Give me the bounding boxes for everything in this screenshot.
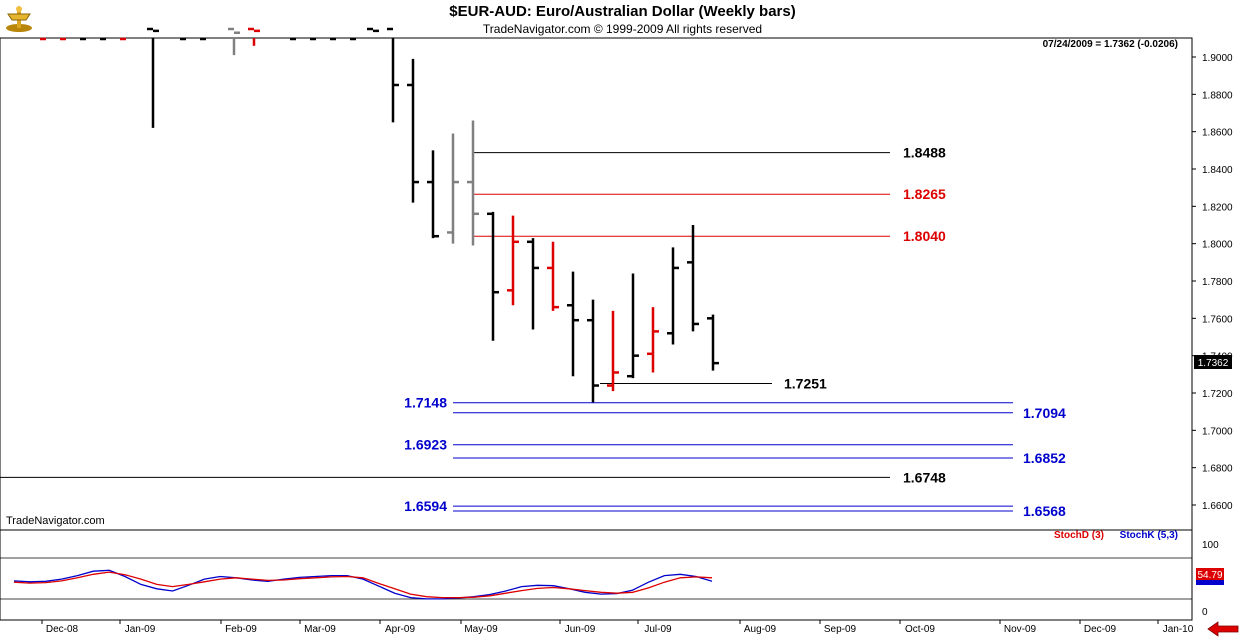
time-tick-label: Apr-09 xyxy=(385,624,415,635)
time-tick-label: Aug-09 xyxy=(744,624,777,635)
ohlc-bars xyxy=(40,27,719,403)
time-tick-label: Jul-09 xyxy=(644,624,672,635)
time-tick-label: Feb-09 xyxy=(225,624,257,635)
stoch-value-tag xyxy=(1196,568,1224,581)
stoch-k-value-tag xyxy=(1196,580,1224,585)
time-tick-label: May-09 xyxy=(464,624,498,635)
trade-navigator-logo-icon xyxy=(4,4,34,34)
time-tick-label: Jun-09 xyxy=(565,624,596,635)
price-tick-label: 1.8600 xyxy=(1202,128,1233,139)
level-label: 1.6748 xyxy=(903,469,946,485)
time-axis: Dec-08 Jan-09 Feb-09 Mar-09 Apr-09 May-09 Jun-… xyxy=(41,620,1194,635)
watermark: TradeNavigator.com xyxy=(6,515,105,527)
price-tick-label: 1.7600 xyxy=(1202,314,1233,325)
stoch-panel-frame xyxy=(0,529,1193,621)
level-label: 1.6852 xyxy=(1023,450,1066,466)
level-label: 1.6923 xyxy=(404,437,447,453)
price-tick-label: 1.8400 xyxy=(1202,165,1233,176)
chart-header: $EUR-AUD: Euro/Australian Dollar (Weekly… xyxy=(0,0,1245,38)
level-label: 1.8265 xyxy=(903,186,946,202)
level-label: 1.7094 xyxy=(1023,405,1066,421)
price-axis-ticks: 1.9000 1.8800 1.8600 1.8400 1.8200 1.8000 1.78… xyxy=(1192,53,1233,512)
chart-subtitle: TradeNavigator.com © 1999-2009 All right… xyxy=(482,22,763,36)
stoch-k-legend: StochK (5,3) xyxy=(1120,530,1178,541)
price-tick-label: 1.8800 xyxy=(1202,90,1233,101)
time-tick-label: Mar-09 xyxy=(304,624,336,635)
price-tick-label: 1.7800 xyxy=(1202,277,1233,288)
last-price-tag xyxy=(1194,355,1232,369)
level-label: 1.8040 xyxy=(903,228,946,244)
stochastic-panel xyxy=(13,569,713,600)
stoch-value-label: 54.79 xyxy=(1197,570,1222,581)
level-label: 1.7251 xyxy=(784,375,827,391)
price-readout: 07/24/2009 = 1.7362 (-0.0206) xyxy=(1043,39,1178,50)
time-tick-label: Oct-09 xyxy=(905,624,935,635)
price-tick-label: 1.6600 xyxy=(1202,501,1233,512)
price-tick-label: 1.9000 xyxy=(1202,53,1233,64)
stoch-tick-0: 0 xyxy=(1202,607,1208,618)
fibonacci-levels: 1.8488 1.8265 1.8040 1.7251 1.7148 1.7094 1.69… xyxy=(0,145,1066,519)
time-tick-label: Dec-08 xyxy=(46,624,79,635)
chart-title: $EUR-AUD: Euro/Australian Dollar (Weekly… xyxy=(449,3,796,20)
time-tick-label: Sep-09 xyxy=(824,624,857,635)
time-tick-label: Nov-09 xyxy=(1004,624,1037,635)
price-tick-label: 1.7000 xyxy=(1202,426,1233,437)
price-panel-frame xyxy=(0,37,1193,531)
stoch-d-line xyxy=(13,571,713,599)
price-tick-label: 1.6800 xyxy=(1202,464,1233,475)
level-label: 1.6568 xyxy=(1023,503,1066,519)
stoch-k-line xyxy=(13,569,713,600)
price-tick-label: 1.8000 xyxy=(1202,240,1233,251)
scroll-left-arrow-icon[interactable] xyxy=(1203,620,1243,638)
price-tick-label: 1.8200 xyxy=(1202,202,1233,213)
time-tick-label: Dec-09 xyxy=(1084,624,1117,635)
price-tick-label: 1.7200 xyxy=(1202,389,1233,400)
level-label: 1.7148 xyxy=(404,395,447,411)
time-tick-label: Jan-09 xyxy=(125,624,156,635)
level-label: 1.8488 xyxy=(903,145,946,161)
stoch-d-legend: StochD (3) xyxy=(1054,530,1104,541)
last-price-label: 1.7362 xyxy=(1198,358,1229,369)
stoch-tick-100: 100 xyxy=(1202,540,1219,551)
level-label: 1.6594 xyxy=(404,498,447,514)
time-tick-label: Jan-10 xyxy=(1163,624,1194,635)
